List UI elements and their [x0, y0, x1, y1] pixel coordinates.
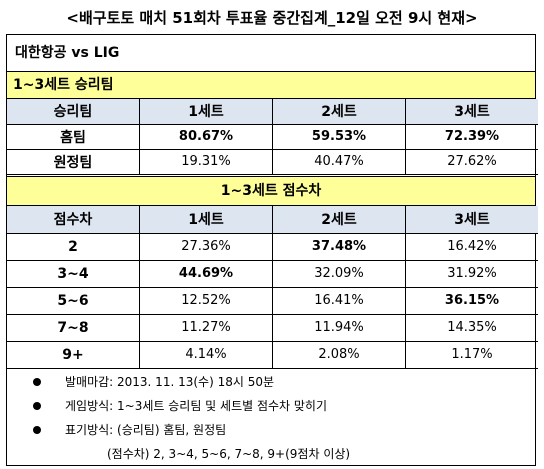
- header-score-diff: 점수차: [7, 206, 140, 234]
- score-diff-table: 점수차 1세트 2세트 3세트 2 27.36% 37.48% 16.42% 3…: [7, 206, 538, 369]
- cell-value: 36.15%: [405, 287, 538, 315]
- note-item: 게임방식: 1~3세트 승리팀 및 세트별 점수차 맞히기: [7, 394, 535, 418]
- note-item: 발매마감: 2013. 11. 13(수) 18시 50분: [7, 370, 535, 394]
- row-label: 9+: [7, 341, 140, 369]
- header-winner: 승리팀: [7, 99, 140, 125]
- table-row: 3~4 44.69% 32.09% 31.92%: [7, 260, 538, 288]
- cell-value: 16.42%: [405, 233, 538, 261]
- cell-value: 4.14%: [139, 341, 273, 369]
- cell-value: 16.41%: [272, 287, 406, 315]
- header-set2: 2세트: [272, 99, 406, 125]
- cell-value: 14.35%: [405, 314, 538, 342]
- note-item: 표기방식: (승리팀) 홈팀, 원정팀: [7, 418, 535, 442]
- note-text: 표기방식: (승리팀) 홈팀, 원정팀: [65, 423, 227, 437]
- header-set1: 1세트: [139, 99, 273, 125]
- section-score-diff-title: 1~3세트 점수차: [7, 176, 535, 206]
- row-label: 원정팀: [7, 149, 140, 175]
- cell-value: 32.09%: [272, 260, 406, 288]
- table-row: 2 27.36% 37.48% 16.42%: [7, 233, 538, 261]
- row-label: 2: [7, 233, 140, 261]
- cell-value: 11.27%: [139, 314, 273, 342]
- bullet-icon: [33, 426, 41, 434]
- bullet-icon: [33, 402, 41, 410]
- cell-value: 80.67%: [139, 124, 273, 150]
- row-label: 5~6: [7, 287, 140, 315]
- row-label: 7~8: [7, 314, 140, 342]
- cell-value: 1.17%: [405, 341, 538, 369]
- score-header-row: 점수차 1세트 2세트 3세트: [7, 206, 538, 234]
- cell-value: 27.36%: [139, 233, 273, 261]
- table-row: 5~6 12.52% 16.41% 36.15%: [7, 287, 538, 315]
- cell-value: 59.53%: [272, 124, 406, 150]
- table-row: 홈팀 80.67% 59.53% 72.39%: [7, 124, 538, 150]
- match-title: 대한항공 vs LIG: [15, 45, 120, 61]
- page-title: <배구토토 매치 51회차 투표율 중간집계_12일 오전 9시 현재>: [66, 9, 478, 27]
- bullet-icon: [33, 378, 41, 386]
- note-item: (점수차) 2, 3~4, 5~6, 7~8, 9+(9점차 이상): [7, 442, 535, 466]
- row-label: 홈팀: [7, 124, 140, 150]
- note-text: 발매마감: 2013. 11. 13(수) 18시 50분: [65, 375, 275, 389]
- winner-header-row: 승리팀 1세트 2세트 3세트: [7, 99, 538, 125]
- cell-value: 37.48%: [272, 233, 406, 261]
- cell-value: 12.52%: [139, 287, 273, 315]
- winner-table: 승리팀 1세트 2세트 3세트 홈팀 80.67% 59.53% 72.39% …: [7, 99, 538, 175]
- cell-value: 11.94%: [272, 314, 406, 342]
- header-set1: 1세트: [139, 206, 273, 234]
- cell-value: 31.92%: [405, 260, 538, 288]
- cell-value: 27.62%: [405, 149, 538, 175]
- header-set3: 3세트: [405, 99, 538, 125]
- vote-rate-panel: 대한항공 vs LIG 1~3세트 승리팀 승리팀 1세트 2세트 3세트 홈팀…: [6, 34, 538, 466]
- table-row: 원정팀 19.31% 40.47% 27.62%: [7, 149, 538, 175]
- section-winner-title: 1~3세트 승리팀: [7, 71, 535, 99]
- row-label: 3~4: [7, 260, 140, 288]
- table-row: 9+ 4.14% 2.08% 1.17%: [7, 341, 538, 369]
- cell-value: 19.31%: [139, 149, 273, 175]
- header-set3: 3세트: [405, 206, 538, 234]
- cell-value: 72.39%: [405, 124, 538, 150]
- cell-value: 44.69%: [139, 260, 273, 288]
- cell-value: 40.47%: [272, 149, 406, 175]
- note-subtext: (점수차) 2, 3~4, 5~6, 7~8, 9+(9점차 이상): [107, 447, 351, 461]
- table-row: 7~8 11.27% 11.94% 14.35%: [7, 314, 538, 342]
- note-text: 게임방식: 1~3세트 승리팀 및 세트별 점수차 맞히기: [65, 399, 328, 413]
- cell-value: 2.08%: [272, 341, 406, 369]
- header-set2: 2세트: [272, 206, 406, 234]
